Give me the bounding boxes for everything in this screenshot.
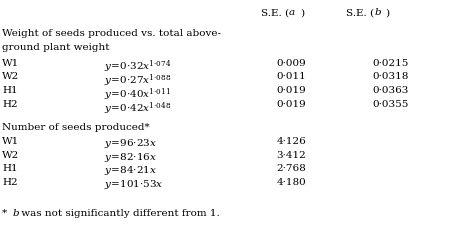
Text: H2: H2 <box>2 100 18 109</box>
Text: a: a <box>289 8 295 17</box>
Text: H1: H1 <box>2 86 18 95</box>
Text: W2: W2 <box>2 150 19 159</box>
Text: b: b <box>374 8 381 17</box>
Text: b: b <box>13 208 19 217</box>
Text: 4·180: 4·180 <box>277 177 306 186</box>
Text: Weight of seeds produced vs. total above-: Weight of seeds produced vs. total above… <box>2 29 221 38</box>
Text: $y\!=\!82·16x$: $y\!=\!82·16x$ <box>104 150 157 163</box>
Text: 0·009: 0·009 <box>277 58 306 67</box>
Text: Number of seeds produced*: Number of seeds produced* <box>2 123 150 131</box>
Text: 0·0215: 0·0215 <box>373 58 409 67</box>
Text: H1: H1 <box>2 164 18 173</box>
Text: 3·412: 3·412 <box>277 150 306 159</box>
Text: 4·126: 4·126 <box>277 136 306 145</box>
Text: ): ) <box>300 8 304 17</box>
Text: 0·0318: 0·0318 <box>373 72 409 81</box>
Text: 0·0363: 0·0363 <box>373 86 409 95</box>
Text: ): ) <box>385 8 390 17</box>
Text: W2: W2 <box>2 72 19 81</box>
Text: 0·011: 0·011 <box>277 72 306 81</box>
Text: $y\!=\!96·23x$: $y\!=\!96·23x$ <box>104 136 157 149</box>
Text: 0·019: 0·019 <box>277 100 306 109</box>
Text: 0·0355: 0·0355 <box>373 100 409 109</box>
Text: $y\!=\!84·21x$: $y\!=\!84·21x$ <box>104 164 157 177</box>
Text: *: * <box>2 208 9 217</box>
Text: 2·768: 2·768 <box>277 164 306 173</box>
Text: W1: W1 <box>2 136 19 145</box>
Text: ground plant weight: ground plant weight <box>2 42 110 51</box>
Text: H2: H2 <box>2 177 18 186</box>
Text: 0·019: 0·019 <box>277 86 306 95</box>
Text: W1: W1 <box>2 58 19 67</box>
Text: S.E. (: S.E. ( <box>261 8 289 17</box>
Text: $y\!=\!0·27x^{1·088}$: $y\!=\!0·27x^{1·088}$ <box>104 72 172 89</box>
Text: $y\!=\!0·42x^{1·048}$: $y\!=\!0·42x^{1·048}$ <box>104 100 172 116</box>
Text: was not significantly different from 1.: was not significantly different from 1. <box>18 208 220 217</box>
Text: S.E. (: S.E. ( <box>346 8 374 17</box>
Text: $y\!=\!101·53x$: $y\!=\!101·53x$ <box>104 177 164 191</box>
Text: $y\!=\!0·32x^{1·074}$: $y\!=\!0·32x^{1·074}$ <box>104 58 172 75</box>
Text: $y\!=\!0·40x^{1·011}$: $y\!=\!0·40x^{1·011}$ <box>104 86 171 102</box>
